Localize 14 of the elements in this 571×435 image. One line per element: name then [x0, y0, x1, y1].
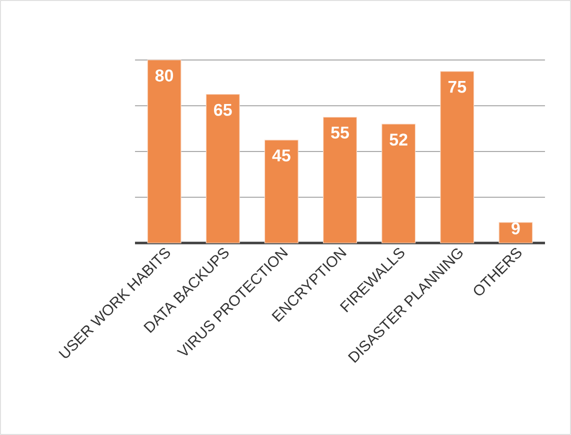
data-label: 45	[272, 150, 290, 162]
bar	[264, 140, 298, 244]
data-label: 65	[214, 104, 232, 116]
data-label: 75	[448, 80, 466, 93]
bar	[498, 222, 533, 244]
bar	[382, 124, 416, 244]
data-label: 9	[512, 222, 520, 234]
data-label: 80	[155, 70, 174, 82]
bar	[440, 71, 474, 244]
bar	[323, 116, 357, 244]
data-label: 52	[390, 134, 408, 146]
bar	[147, 60, 182, 244]
bar	[206, 94, 240, 244]
data-label: 55	[331, 126, 349, 139]
